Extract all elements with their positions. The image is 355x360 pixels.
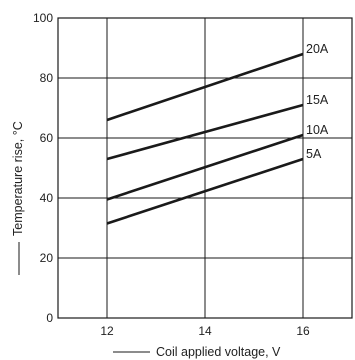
y-tick-label-5: 100 bbox=[33, 11, 53, 25]
x-tick-label-2: 16 bbox=[296, 324, 310, 338]
series-label-5a: 5A bbox=[306, 147, 322, 161]
series-line-20a bbox=[106, 52, 304, 122]
y-tick-label-2: 40 bbox=[40, 191, 54, 205]
x-axis-title: Coil applied voltage, V bbox=[156, 345, 281, 359]
y-axis-title: Temperature rise, °C bbox=[11, 121, 25, 236]
series-label-20a: 20A bbox=[306, 42, 329, 56]
tick-labels: 0 20 40 60 80 100 12 14 16 bbox=[33, 11, 310, 338]
y-tick-label-4: 80 bbox=[40, 71, 54, 85]
y-tick-label-0: 0 bbox=[46, 311, 53, 325]
series-line-10a bbox=[106, 133, 304, 201]
series-label-10a: 10A bbox=[306, 123, 329, 137]
series-line-5a bbox=[106, 157, 304, 225]
series-label-15a: 15A bbox=[306, 93, 329, 107]
y-tick-label-3: 60 bbox=[40, 131, 54, 145]
y-tick-label-1: 20 bbox=[40, 251, 54, 265]
x-tick-label-1: 14 bbox=[198, 324, 212, 338]
series-line-15a bbox=[106, 103, 304, 161]
series-lines: 20A 15A 10A 5A bbox=[106, 42, 329, 225]
x-tick-label-0: 12 bbox=[100, 324, 114, 338]
